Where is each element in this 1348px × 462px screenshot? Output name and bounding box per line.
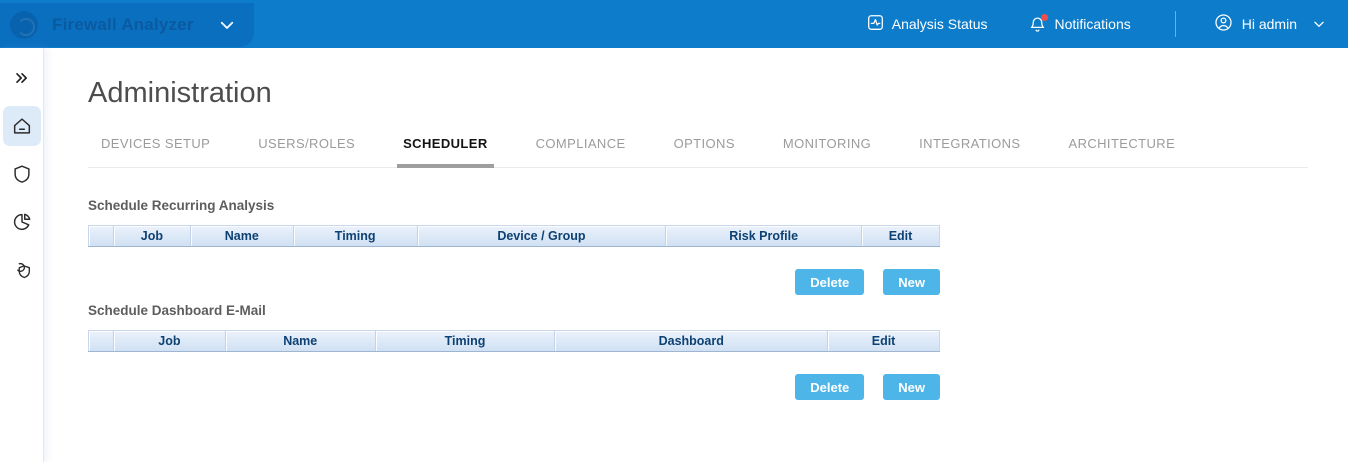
tab-integrations[interactable]: INTEGRATIONS xyxy=(919,136,1021,151)
column-header-risk-profile: Risk Profile xyxy=(665,225,862,247)
pie-chart-icon xyxy=(11,211,33,233)
delete-button[interactable]: Delete xyxy=(795,269,865,295)
dashboard-email-table: Job Name Timing Dashboard Edit xyxy=(88,330,940,352)
tab-scheduler[interactable]: SCHEDULER xyxy=(397,136,494,168)
column-header-dashboard: Dashboard xyxy=(554,330,828,352)
column-header-select xyxy=(88,225,114,247)
table-header-row: Job Name Timing Dashboard Edit xyxy=(88,330,940,352)
column-header-job: Job xyxy=(112,225,191,247)
sidebar-expand-button[interactable] xyxy=(3,58,41,98)
recurring-analysis-table: Job Name Timing Device / Group Risk Prof… xyxy=(88,225,940,247)
analysis-status-icon xyxy=(867,14,884,34)
topbar-right-group: Analysis Status Notifications Hi admin xyxy=(867,11,1326,37)
sidebar-item-security[interactable] xyxy=(3,154,41,194)
notifications-label: Notifications xyxy=(1054,16,1131,32)
column-header-edit: Edit xyxy=(861,225,940,247)
new-button[interactable]: New xyxy=(883,269,940,295)
notifications-button[interactable]: Notifications xyxy=(1029,13,1131,33)
tab-monitoring[interactable]: MONITORING xyxy=(782,136,872,151)
analysis-status-button[interactable]: Analysis Status xyxy=(867,14,988,34)
home-icon xyxy=(11,115,33,137)
topbar-divider xyxy=(1174,11,1176,37)
top-header-bar: Firewall Analyzer Analysis Status Notifi… xyxy=(0,0,1348,48)
app-title: Firewall Analyzer xyxy=(52,15,194,34)
new-button[interactable]: New xyxy=(883,374,940,400)
analysis-status-label: Analysis Status xyxy=(891,16,988,32)
column-header-timing: Timing xyxy=(292,225,418,247)
tab-architecture[interactable]: ARCHITECTURE xyxy=(1068,136,1176,151)
column-header-device-group: Device / Group xyxy=(416,225,666,247)
tab-devices-setup[interactable]: DEVICES SETUP xyxy=(101,136,211,151)
app-switcher[interactable]: Firewall Analyzer xyxy=(0,3,254,47)
user-menu[interactable]: Hi admin xyxy=(1214,13,1326,35)
user-greeting: Hi admin xyxy=(1241,16,1297,32)
sidebar-item-reports[interactable] xyxy=(3,202,41,242)
column-header-job: Job xyxy=(112,330,226,352)
section-title-recurring-analysis: Schedule Recurring Analysis xyxy=(88,198,275,213)
shield-icon xyxy=(11,163,33,185)
admin-tabs: DEVICES SETUP USERS/ROLES SCHEDULER COMP… xyxy=(88,136,1308,168)
user-avatar-icon xyxy=(1214,13,1233,35)
double-shield-icon xyxy=(11,259,33,281)
app-switcher-chevron-down-icon[interactable] xyxy=(218,16,236,34)
column-header-edit: Edit xyxy=(827,330,940,352)
notification-dot xyxy=(1041,13,1049,21)
double-chevron-right-icon xyxy=(12,68,32,88)
column-header-name: Name xyxy=(189,225,294,247)
main-content: Administration DEVICES SETUP USERS/ROLES… xyxy=(44,48,1348,462)
sidebar-item-home[interactable] xyxy=(2,106,41,146)
tab-users-roles[interactable]: USERS/ROLES xyxy=(258,136,356,151)
column-header-timing: Timing xyxy=(374,330,555,352)
user-menu-chevron-down-icon xyxy=(1312,17,1326,31)
recurring-analysis-actions: Delete New xyxy=(88,269,940,295)
table-header-row: Job Name Timing Device / Group Risk Prof… xyxy=(88,225,940,247)
tab-options[interactable]: OPTIONS xyxy=(673,136,735,151)
app-logo-icon xyxy=(10,11,38,39)
section-title-dashboard-email: Schedule Dashboard E-Mail xyxy=(88,303,266,318)
column-header-select xyxy=(88,330,114,352)
tab-compliance[interactable]: COMPLIANCE xyxy=(535,136,626,151)
left-sidebar xyxy=(0,48,44,462)
dashboard-email-actions: Delete New xyxy=(88,374,940,400)
bell-icon xyxy=(1029,13,1049,33)
sidebar-item-policy[interactable] xyxy=(3,250,41,290)
page-title: Administration xyxy=(88,77,272,109)
column-header-name: Name xyxy=(224,330,376,352)
delete-button[interactable]: Delete xyxy=(795,374,865,400)
